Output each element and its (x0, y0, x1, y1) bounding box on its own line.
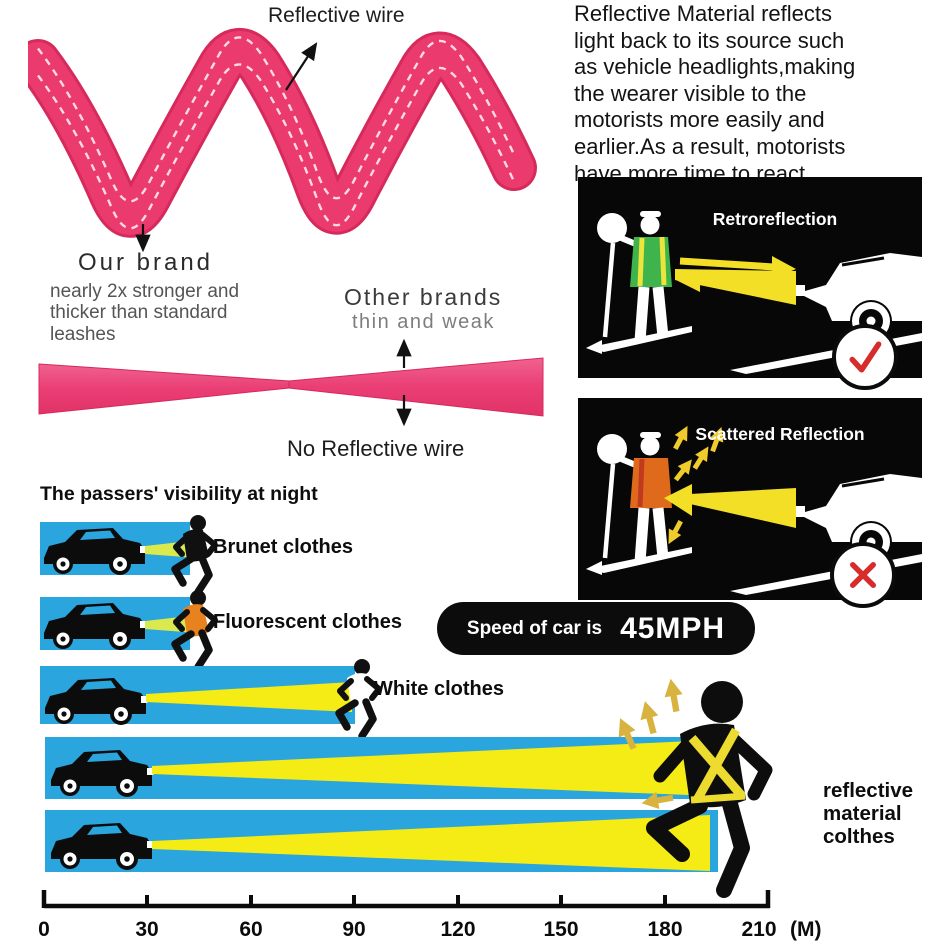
scattered-reflection-title: Scattered Reflection (695, 424, 865, 444)
bar-row-reflective-2 (45, 810, 718, 872)
our-brand-description: nearly 2x stronger and thicker than stan… (50, 281, 240, 345)
orange-safety-vest (630, 458, 672, 508)
retroreflection-title: Retroreflection (712, 209, 838, 229)
tick-label: 150 (543, 918, 578, 941)
reflect-arrow-icon (662, 678, 686, 713)
tick-label: 120 (440, 918, 475, 941)
reflect-arrow-icon (612, 714, 642, 752)
speed-badge-value: 45MPH (620, 611, 726, 645)
bar-row-white (40, 650, 430, 742)
scatter-arrow-icon (670, 455, 697, 484)
speed-badge-text: Speed of car is (466, 617, 603, 639)
tick-label: 0 (38, 918, 50, 941)
left-arrow-icon (676, 270, 700, 292)
reflect-arrow-icon (636, 699, 662, 736)
reflective-wire-label: Reflective wire (268, 4, 405, 27)
other-brands-description: thin and weak (352, 311, 495, 333)
other-brands-title: Other brands (344, 284, 503, 310)
scatter-arrow-icon (689, 443, 715, 472)
light-beam (690, 488, 796, 528)
thin-ribbon-photo (38, 357, 544, 417)
bar-row-brunet (40, 508, 250, 598)
chart-title: The passers' visibility at night (40, 483, 318, 505)
tick-label: 180 (647, 918, 682, 941)
right-arrow-icon (772, 256, 796, 279)
row-label-white: White clothes (374, 678, 505, 700)
tick-label: 60 (239, 918, 262, 941)
row-label-fluorescent: Fluorescent clothes (213, 611, 402, 633)
our-brand-title: Our brand (77, 249, 214, 276)
speed-badge: Speed of car is 45MPH (437, 602, 755, 655)
bar-row-reflective-1 (45, 737, 718, 799)
check-icon (832, 324, 898, 390)
tick-label: 30 (135, 918, 158, 941)
reflective-material-paragraph: Reflective Material reflects light back … (574, 1, 856, 186)
axis-unit-label: (M) (790, 918, 821, 941)
reflect-arrow-icon (640, 789, 674, 812)
tick-label: 210 (741, 918, 776, 941)
headlight-beam (152, 740, 714, 796)
tick-label: 90 (342, 918, 365, 941)
x-axis: 0 30 60 90 120 150 180 210 (M) (38, 890, 821, 941)
bar-row-fluorescent (40, 583, 250, 673)
headlight-beam (146, 682, 352, 712)
cross-icon (830, 542, 896, 608)
row-label-reflective: reflective material colthes (823, 779, 914, 848)
no-reflective-wire-label: No Reflective wire (287, 436, 465, 461)
row-label-brunet: Brunet clothes (213, 536, 354, 558)
runner-reflective-icon (612, 678, 773, 898)
headlight-beam (152, 815, 710, 871)
left-arrow-icon (664, 484, 692, 516)
reflective-ribbon-spiral-photo (28, 28, 537, 238)
